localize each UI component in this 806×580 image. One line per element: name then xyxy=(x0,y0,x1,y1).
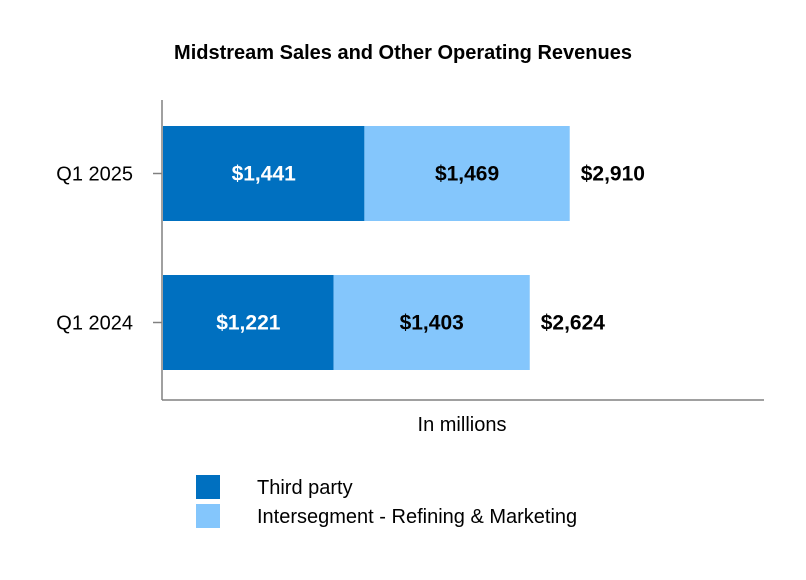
bars-group xyxy=(163,126,570,370)
bar-value-label: $1,469 xyxy=(435,163,499,186)
bar-total-label: $2,910 xyxy=(581,163,645,186)
bar-q1-2025-third-party xyxy=(163,126,365,221)
category-tick-label: Q1 2025 xyxy=(56,164,133,186)
legend-label-intersegment-refining-marketing: Intersegment - Refining & Marketing xyxy=(257,506,577,528)
bar-value-label: $1,441 xyxy=(232,163,297,186)
x-axis-label: In millions xyxy=(418,414,507,436)
bar-q1-2024-third-party xyxy=(163,275,334,370)
segment-labels-group: $1,441 $1,469 $1,221 $1,403 xyxy=(216,163,499,335)
chart-title: Midstream Sales and Other Operating Reve… xyxy=(174,42,632,64)
legend-swatch-third-party xyxy=(196,475,220,499)
totals-group: $2,910 $2,624 xyxy=(541,163,645,335)
legend-label-third-party: Third party xyxy=(257,477,353,499)
legend: Third party Intersegment - Refining & Mar… xyxy=(196,475,577,528)
bar-q1-2025-intersegment-refining-marketing xyxy=(364,126,570,221)
category-labels-group: Q1 2025 Q1 2024 xyxy=(56,164,162,335)
bar-q1-2024-intersegment-refining-marketing xyxy=(333,275,530,370)
bar-value-label: $1,403 xyxy=(400,312,464,335)
legend-swatch-intersegment-refining-marketing xyxy=(196,504,220,528)
bar-total-label: $2,624 xyxy=(541,312,606,335)
category-tick-label: Q1 2024 xyxy=(56,313,133,335)
bar-value-label: $1,221 xyxy=(216,312,281,335)
